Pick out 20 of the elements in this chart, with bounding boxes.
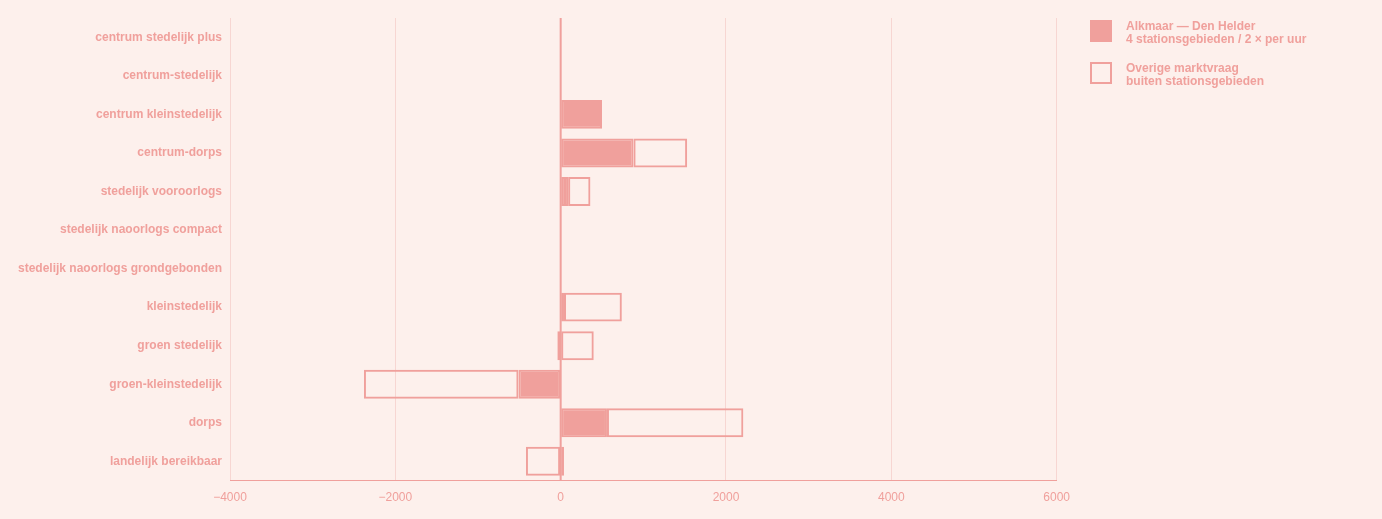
y-tick-label: stedelijk vooroorlogs	[100, 183, 223, 198]
x-tick-label: 0	[557, 490, 565, 505]
y-tick-label: stedelijk naoorlogs grondgebonden	[18, 260, 223, 275]
y-tick-label: centrum stedelijk plus	[95, 29, 223, 44]
x-tick-label: 2000	[712, 490, 740, 505]
y-tick-label: landelijk bereikbaar	[109, 453, 223, 468]
y-tick-label: dorps	[188, 415, 223, 430]
x-tick-label: 4000	[877, 490, 905, 505]
y-tick-label: centrum kleinstedelijk	[95, 106, 223, 121]
y-tick-label: groen stedelijk	[137, 337, 223, 352]
x-tick-label: −2000	[378, 490, 413, 505]
y-tick-label: kleinstedelijk	[146, 299, 223, 314]
legend-label: Alkmaar — Den Helder 4 stationsgebieden / 2 × per uur	[1126, 19, 1307, 46]
y-tick-label: centrum-dorps	[137, 145, 223, 160]
x-tick-label: −4000	[213, 490, 248, 505]
y-tick-label: centrum-stedelijk	[122, 68, 223, 83]
x-tick-label: 6000	[1043, 490, 1071, 505]
legend-label: Overige marktvraag buiten stationsgebieden	[1126, 61, 1265, 88]
y-tick-label: stedelijk naoorlogs compact	[59, 222, 223, 237]
y-tick-label: groen-kleinstedelijk	[109, 376, 223, 391]
